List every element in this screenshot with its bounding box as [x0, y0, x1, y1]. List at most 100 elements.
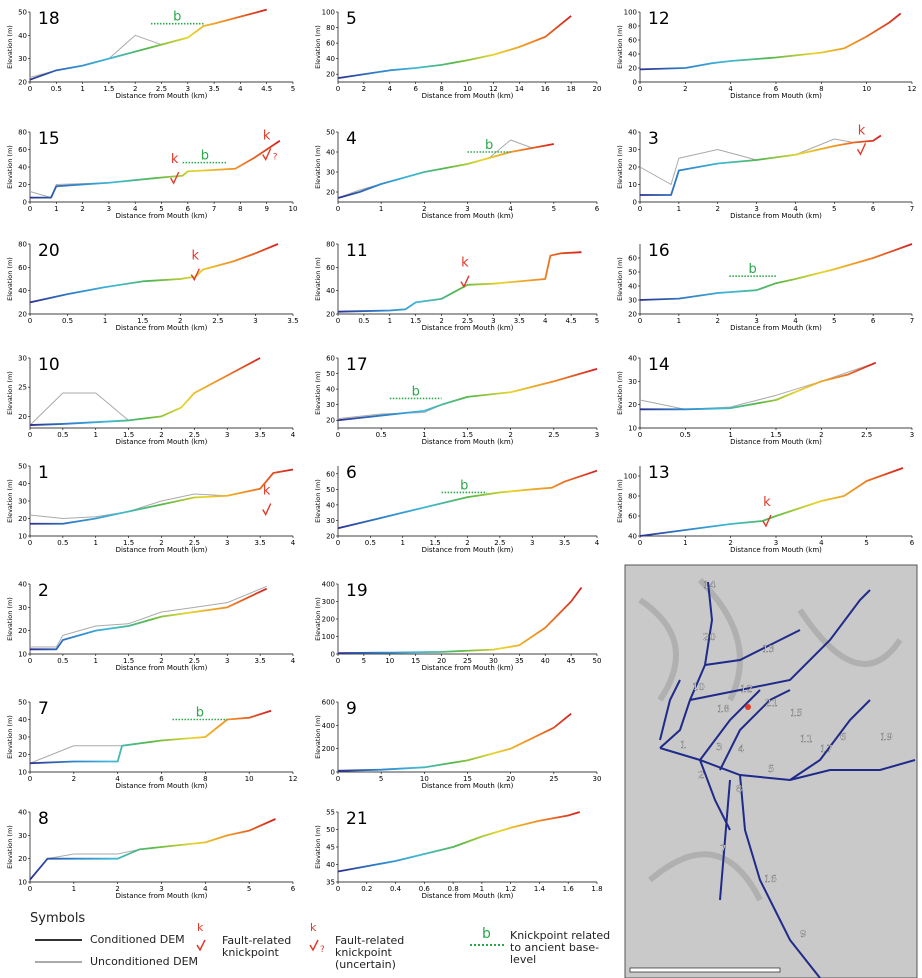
base-level-label: b — [749, 262, 757, 277]
x-axis-label: Distance from Mouth (km) — [422, 892, 514, 900]
x-tick-label: 18 — [567, 85, 576, 93]
base-level-label: b — [412, 384, 420, 399]
x-tick-label: 6 — [595, 205, 600, 213]
x-tick-label: 3.5 — [559, 539, 570, 547]
map-label: 13 — [762, 644, 775, 655]
map-label: 6 — [840, 732, 846, 743]
x-tick-label: 1.6 — [563, 885, 575, 893]
x-tick-label: 10 — [385, 657, 394, 665]
y-tick-label: 10 — [18, 651, 27, 659]
unconditioned-line — [30, 358, 260, 425]
legend-label: Unconditioned DEM — [90, 956, 198, 968]
y-axis-label: Elevation (m) — [616, 371, 624, 415]
panel-number: 8 — [38, 809, 49, 829]
unconditioned-line — [338, 369, 597, 419]
x-tick-label: 0 — [28, 885, 32, 893]
y-tick-label: 50 — [326, 486, 335, 494]
legend-label: Fault-related knickpoint (uncertain) — [335, 935, 435, 971]
panel-number: 16 — [648, 241, 670, 261]
x-tick-label: 5 — [247, 885, 251, 893]
x-tick-label: 3.5 — [255, 539, 266, 547]
map-label: 16 — [764, 874, 777, 885]
x-axis-label: Distance from Mouth (km) — [730, 212, 822, 220]
y-tick-label: 50 — [18, 463, 27, 471]
y-tick-label: 20 — [326, 311, 335, 319]
x-tick-label: 0.5 — [57, 539, 68, 547]
y-tick-label: 50 — [326, 129, 335, 137]
y-axis-label: Elevation (m) — [6, 257, 14, 301]
map-label: 12 — [740, 684, 753, 695]
x-tick-label: 12 — [289, 775, 298, 783]
fault-knickpoint-label: k — [263, 484, 271, 499]
y-tick-label: 30 — [18, 604, 27, 612]
x-tick-label: 5 — [379, 775, 383, 783]
x-tick-label: 0 — [336, 775, 340, 783]
y-tick-label: 50 — [326, 370, 335, 378]
x-tick-label: 0 — [638, 85, 642, 93]
x-axis-label: Distance from Mouth (km) — [116, 92, 208, 100]
x-tick-label: 3 — [225, 657, 229, 665]
x-tick-label: 0.5 — [57, 431, 68, 439]
base-level-label: b — [173, 10, 181, 25]
y-tick-label: 60 — [326, 264, 335, 272]
panel-number: 5 — [346, 9, 357, 29]
x-tick-label: 0.5 — [358, 317, 369, 325]
panel-number: 15 — [38, 129, 60, 149]
x-tick-label: 5 — [832, 205, 836, 213]
x-tick-label: 0 — [638, 205, 642, 213]
x-axis-label: Distance from Mouth (km) — [116, 664, 208, 672]
y-tick-label: 20 — [326, 189, 335, 197]
y-tick-label: 30 — [326, 517, 335, 525]
y-tick-label: 30 — [628, 297, 637, 305]
y-tick-label: 40 — [326, 501, 335, 509]
panel-number: 20 — [38, 241, 60, 261]
x-tick-label: 0.4 — [390, 885, 402, 893]
y-tick-label: 25 — [18, 384, 27, 392]
x-tick-label: 0 — [336, 885, 340, 893]
y-tick-label: 40 — [18, 809, 27, 817]
panel-number: 14 — [648, 355, 670, 375]
x-tick-label: 0 — [28, 85, 32, 93]
x-tick-label: 6 — [871, 205, 876, 213]
panel-number: 12 — [648, 9, 670, 29]
x-axis-label: Distance from Mouth (km) — [422, 324, 514, 332]
x-axis-label: Distance from Mouth (km) — [422, 546, 514, 554]
y-tick-label: 40 — [18, 480, 27, 488]
y-tick-label: 20 — [628, 164, 637, 172]
x-tick-label: 15 — [411, 657, 420, 665]
x-tick-label: 6 — [910, 539, 915, 547]
conditioned-line — [338, 16, 571, 78]
y-tick-label: 60 — [326, 355, 335, 363]
fault-knickpoint-label: k — [171, 152, 179, 167]
y-tick-label: 0 — [633, 79, 637, 87]
map-label: 11 — [800, 734, 813, 745]
y-tick-label: 20 — [326, 533, 335, 541]
y-tick-label: 20 — [326, 71, 335, 79]
x-tick-label: 35 — [515, 657, 524, 665]
map-label: 18 — [717, 704, 730, 715]
x-tick-label: 5 — [362, 657, 366, 665]
x-tick-label: 1.4 — [534, 885, 546, 893]
y-tick-label: 10 — [628, 425, 637, 433]
unconditioned-line — [640, 363, 876, 410]
y-axis-label: Elevation (m) — [6, 371, 14, 415]
y-tick-label: 20 — [18, 627, 27, 635]
x-tick-label: 2 — [715, 205, 719, 213]
x-tick-label: 3.5 — [514, 317, 525, 325]
y-tick-label: 10 — [628, 181, 637, 189]
y-tick-label: 30 — [628, 378, 637, 386]
y-tick-label: 20 — [18, 311, 27, 319]
y-tick-label: 40 — [18, 716, 27, 724]
x-tick-label: 6 — [871, 317, 876, 325]
x-tick-label: 1 — [94, 431, 98, 439]
y-tick-label: 100 — [624, 9, 637, 17]
y-tick-label: 20 — [628, 311, 637, 319]
legend-symbol: ? — [320, 944, 325, 956]
y-tick-label: 50 — [628, 269, 637, 277]
panel: 354045505500.20.40.60.811.21.41.61.8Dist… — [314, 809, 603, 901]
x-axis-label: Distance from Mouth (km) — [730, 324, 822, 332]
fault-check — [263, 504, 271, 515]
x-axis-label: Distance from Mouth (km) — [422, 782, 514, 790]
